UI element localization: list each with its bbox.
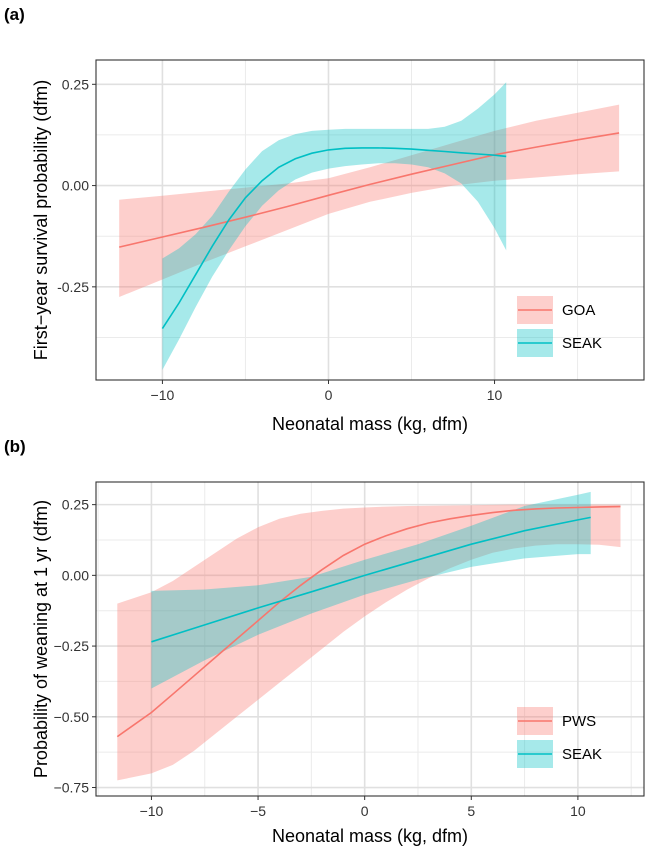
line-goa	[119, 132, 620, 248]
x-tick-label: −5	[250, 803, 266, 819]
y-tick-label: −0.75	[54, 780, 90, 796]
x-axis-title-a: Neonatal mass (kg, dfm)	[272, 414, 468, 434]
legend-a: GOA SEAK	[517, 296, 602, 357]
x-tick-label: 0	[361, 803, 369, 819]
lines-a	[119, 132, 620, 330]
y-tick-label: 0.25	[62, 497, 89, 513]
legend-label: SEAK	[562, 746, 602, 763]
legend-key-pws	[517, 707, 553, 735]
legend-key-goa	[517, 296, 553, 324]
plot-a-border	[95, 59, 645, 381]
plot-b-area	[96, 482, 644, 796]
y-axis-title-a: First−year survival probability (dfm)	[31, 80, 51, 361]
y-axis-ticks-a: -0.25 0.00 0.25	[57, 76, 96, 295]
x-axis-ticks-b: −10 −5 0 5 10	[140, 796, 586, 819]
y-tick-label: −0.50	[54, 709, 90, 725]
panel-b-label: (b)	[4, 437, 26, 456]
ribbon-goa	[119, 104, 620, 297]
ribbons-a	[119, 82, 620, 370]
lines-b	[116, 505, 621, 738]
y-tick-label: 0.00	[62, 567, 89, 583]
y-tick-label: −0.25	[54, 638, 90, 654]
plot-a-area	[96, 60, 644, 380]
legend-key-seak	[517, 740, 553, 768]
panel-b: (b) −10 −5 0 5 10 −0.75 −0.50 −0.25 0.00 0.25 Ne…	[4, 437, 645, 846]
x-axis-title-b: Neonatal mass (kg, dfm)	[272, 826, 468, 846]
x-axis-ticks-a: −10 0 10	[151, 380, 503, 403]
panel-a: (a) −10 0 10 -0.25 0.00 0.25 Neonatal mass (…	[4, 5, 645, 434]
legend-key-seak	[517, 329, 553, 357]
x-tick-label: 10	[487, 387, 503, 403]
y-axis-title-b: Probability of weaning at 1 yr (dfm)	[31, 500, 51, 778]
y-tick-label: 0.00	[62, 178, 89, 194]
x-tick-label: −10	[140, 803, 164, 819]
y-axis-ticks-b: −0.75 −0.50 −0.25 0.00 0.25	[54, 497, 96, 796]
line-seak	[151, 516, 591, 643]
y-tick-label: 0.25	[62, 76, 89, 92]
plot-b-border	[95, 481, 645, 797]
grid-a	[96, 60, 644, 380]
legend-label: GOA	[562, 302, 595, 319]
line-pws	[116, 505, 621, 738]
x-tick-label: 5	[467, 803, 475, 819]
ribbon-pws	[117, 504, 621, 781]
panel-a-label: (a)	[4, 5, 25, 24]
x-tick-label: 0	[325, 387, 333, 403]
ribbon-seak	[162, 82, 507, 370]
legend-label: PWS	[562, 713, 596, 730]
legend-label: SEAK	[562, 335, 602, 352]
line-seak	[161, 147, 507, 330]
x-tick-label: 10	[570, 803, 586, 819]
legend-b: PWS SEAK	[517, 707, 602, 768]
x-tick-label: −10	[151, 387, 175, 403]
y-tick-label: -0.25	[57, 279, 89, 295]
